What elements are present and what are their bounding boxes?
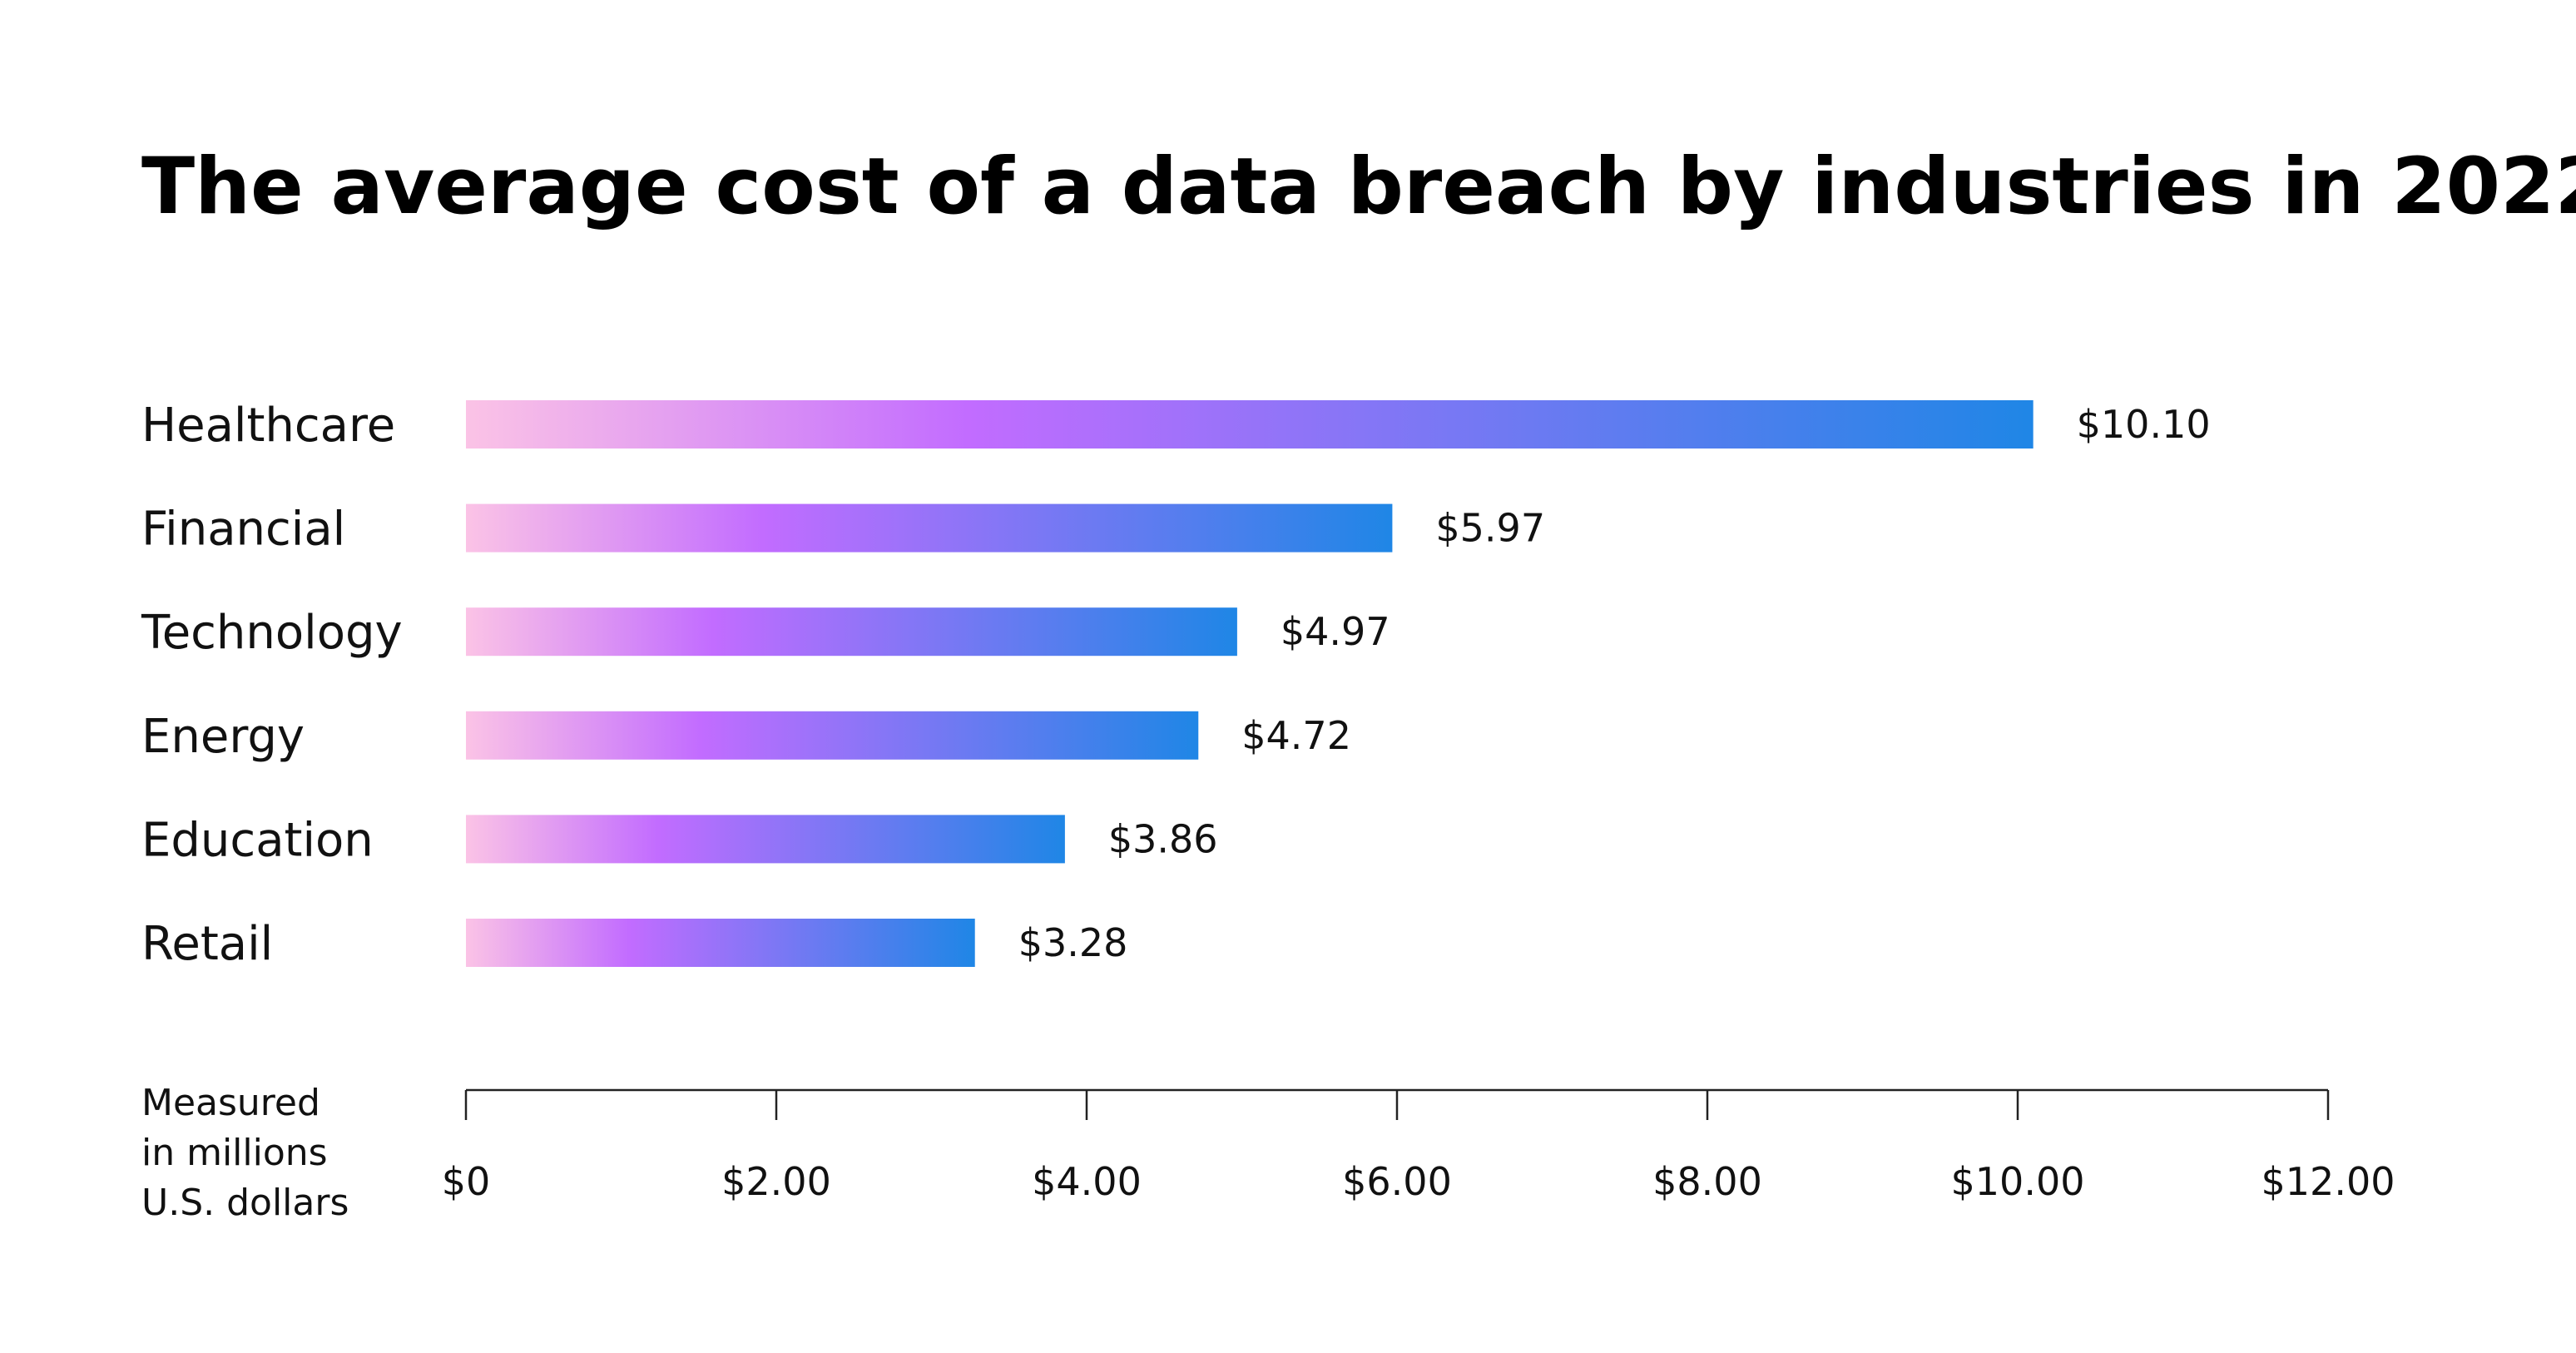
unit-note-line-3: U.S. dollars xyxy=(141,1182,349,1224)
x-tick-label-1: $2.00 xyxy=(721,1159,831,1204)
bar-retail xyxy=(466,919,975,967)
bar-education xyxy=(466,815,1065,864)
unit-note: Measured in millions U.S. dollars xyxy=(141,1082,349,1224)
bar-financial xyxy=(466,503,1393,553)
x-tick-label-4: $8.00 xyxy=(1652,1159,1762,1204)
x-axis: $0 $2.00 $4.00 $6.00 $8.00 $10.00 $12.00 xyxy=(442,1088,2395,1204)
x-tick-label-5: $10.00 xyxy=(1951,1159,2085,1204)
category-label-healthcare: Healthcare xyxy=(141,399,395,453)
category-label-technology: Technology xyxy=(141,606,403,660)
category-label-retail: Retail xyxy=(141,917,273,971)
value-label-education: $3.86 xyxy=(1108,816,1218,861)
x-tick-label-2: $4.00 xyxy=(1032,1159,1142,1204)
value-label-retail: $3.28 xyxy=(1018,920,1128,965)
category-label-education: Education xyxy=(141,813,374,867)
value-label-technology: $4.97 xyxy=(1281,609,1390,654)
category-label-energy: Energy xyxy=(141,710,305,764)
value-label-energy: $4.72 xyxy=(1241,713,1351,758)
value-label-healthcare: $10.10 xyxy=(2077,402,2211,447)
x-tick-label-0: $0 xyxy=(442,1159,491,1204)
value-label-financial: $5.97 xyxy=(1435,506,1545,551)
unit-note-line-2: in millions xyxy=(141,1132,328,1174)
x-tick-label-6: $12.00 xyxy=(2261,1159,2395,1204)
bars-group: Healthcare $10.10 Financial $5.97 Technology… xyxy=(141,399,2211,971)
bar-energy xyxy=(466,711,1199,760)
bar-healthcare xyxy=(466,400,2034,449)
unit-note-line-1: Measured xyxy=(141,1082,320,1124)
bar-technology xyxy=(466,607,1237,657)
category-label-financial: Financial xyxy=(141,503,345,557)
chart-title: The average cost of a data breach by ind… xyxy=(141,141,2576,232)
x-tick-label-3: $6.00 xyxy=(1342,1159,1452,1204)
